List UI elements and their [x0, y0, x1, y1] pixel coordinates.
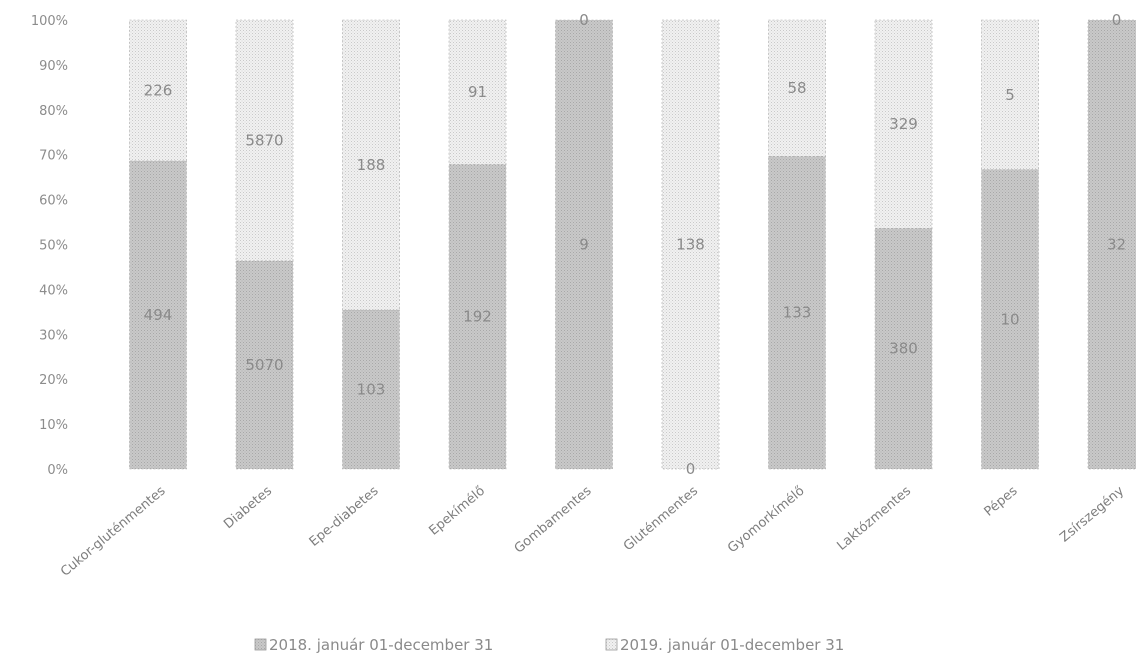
y-axis: 0% 10% 20% 30% 40% 50% 60% 70% 80% 90% 100% [31, 14, 68, 478]
bar-segment-2 [129, 19, 187, 162]
data-label: 5070 [245, 356, 283, 374]
data-label: 0 [579, 11, 589, 29]
x-tick-label: Pépes [982, 483, 1021, 519]
data-label: 10 [1000, 310, 1019, 328]
bar-segment-2 [768, 19, 826, 157]
y-tick-label: 30% [39, 328, 68, 343]
bar-segment-2 [981, 19, 1039, 170]
bar-segment-1 [342, 309, 400, 470]
data-label: 91 [468, 83, 487, 101]
y-tick-label: 20% [39, 373, 68, 388]
bar-segment-1 [1087, 19, 1136, 470]
y-tick-label: 70% [39, 149, 68, 164]
bar-segment-2 [874, 19, 933, 229]
x-tick-label: Epekímélő [426, 484, 488, 539]
bar-segment-2 [342, 19, 400, 311]
bar-segment-2 [448, 19, 507, 165]
data-label: 9 [579, 236, 589, 254]
x-tick-label: Zsírszegény [1057, 483, 1127, 545]
bars [129, 19, 1136, 470]
data-labels: 494 226 5070 5870 103 188 192 91 9 0 0 138 133 58 380 3… [144, 11, 1126, 478]
y-tick-label: 50% [39, 239, 68, 254]
data-label: 0 [1112, 11, 1122, 29]
x-tick-label: Gombamentes [512, 483, 595, 556]
y-tick-label: 90% [39, 59, 68, 74]
bar-segment-2 [235, 19, 294, 262]
legend-item: 2019. január 01-december 31 [605, 636, 844, 654]
data-label: 380 [889, 340, 918, 358]
data-label: 138 [676, 236, 705, 254]
bar-segment-1 [448, 164, 507, 470]
legend-label: 2018. január 01-december 31 [269, 636, 493, 654]
legend: 2018. január 01-december 31 2019. január … [254, 636, 844, 654]
data-label: 0 [686, 460, 696, 478]
bar-segment-2 [661, 19, 720, 470]
bar-segment-1 [555, 19, 613, 470]
data-label: 5 [1005, 86, 1015, 104]
x-tick-label: Gyomorkímélő [725, 484, 807, 557]
x-tick-label: Cukor-gluténmentes [58, 483, 169, 579]
data-label: 188 [357, 156, 386, 174]
bar-segment-1 [768, 156, 826, 470]
legend-swatch [605, 638, 618, 651]
y-tick-label: 10% [39, 418, 68, 433]
y-tick-label: 60% [39, 194, 68, 209]
data-label: 329 [889, 115, 918, 133]
data-label: 5870 [245, 131, 283, 149]
data-label: 192 [463, 308, 492, 326]
data-label: 494 [144, 306, 173, 324]
data-label: 133 [783, 304, 812, 322]
y-tick-label: 0% [47, 463, 68, 478]
legend-item: 2018. január 01-december 31 [254, 636, 493, 654]
x-tick-label: Gluténmentes [621, 483, 701, 554]
y-tick-label: 100% [31, 14, 68, 29]
x-axis: Cukor-gluténmentes Diabetes Epe-diabetes Ep… [58, 483, 1127, 579]
y-tick-label: 40% [39, 283, 68, 298]
data-label: 58 [787, 79, 806, 97]
y-tick-label: 80% [39, 104, 68, 119]
data-label: 103 [357, 381, 386, 399]
legend-label: 2019. január 01-december 31 [620, 636, 844, 654]
x-tick-label: Laktózmentes [834, 483, 914, 553]
data-label: 32 [1107, 236, 1126, 254]
x-tick-label: Diabetes [221, 483, 275, 532]
bar-segment-1 [129, 160, 187, 470]
bar-segment-1 [981, 169, 1039, 470]
data-label: 226 [144, 81, 173, 99]
legend-swatch [254, 638, 267, 651]
x-tick-label: Epe-diabetes [307, 483, 382, 549]
